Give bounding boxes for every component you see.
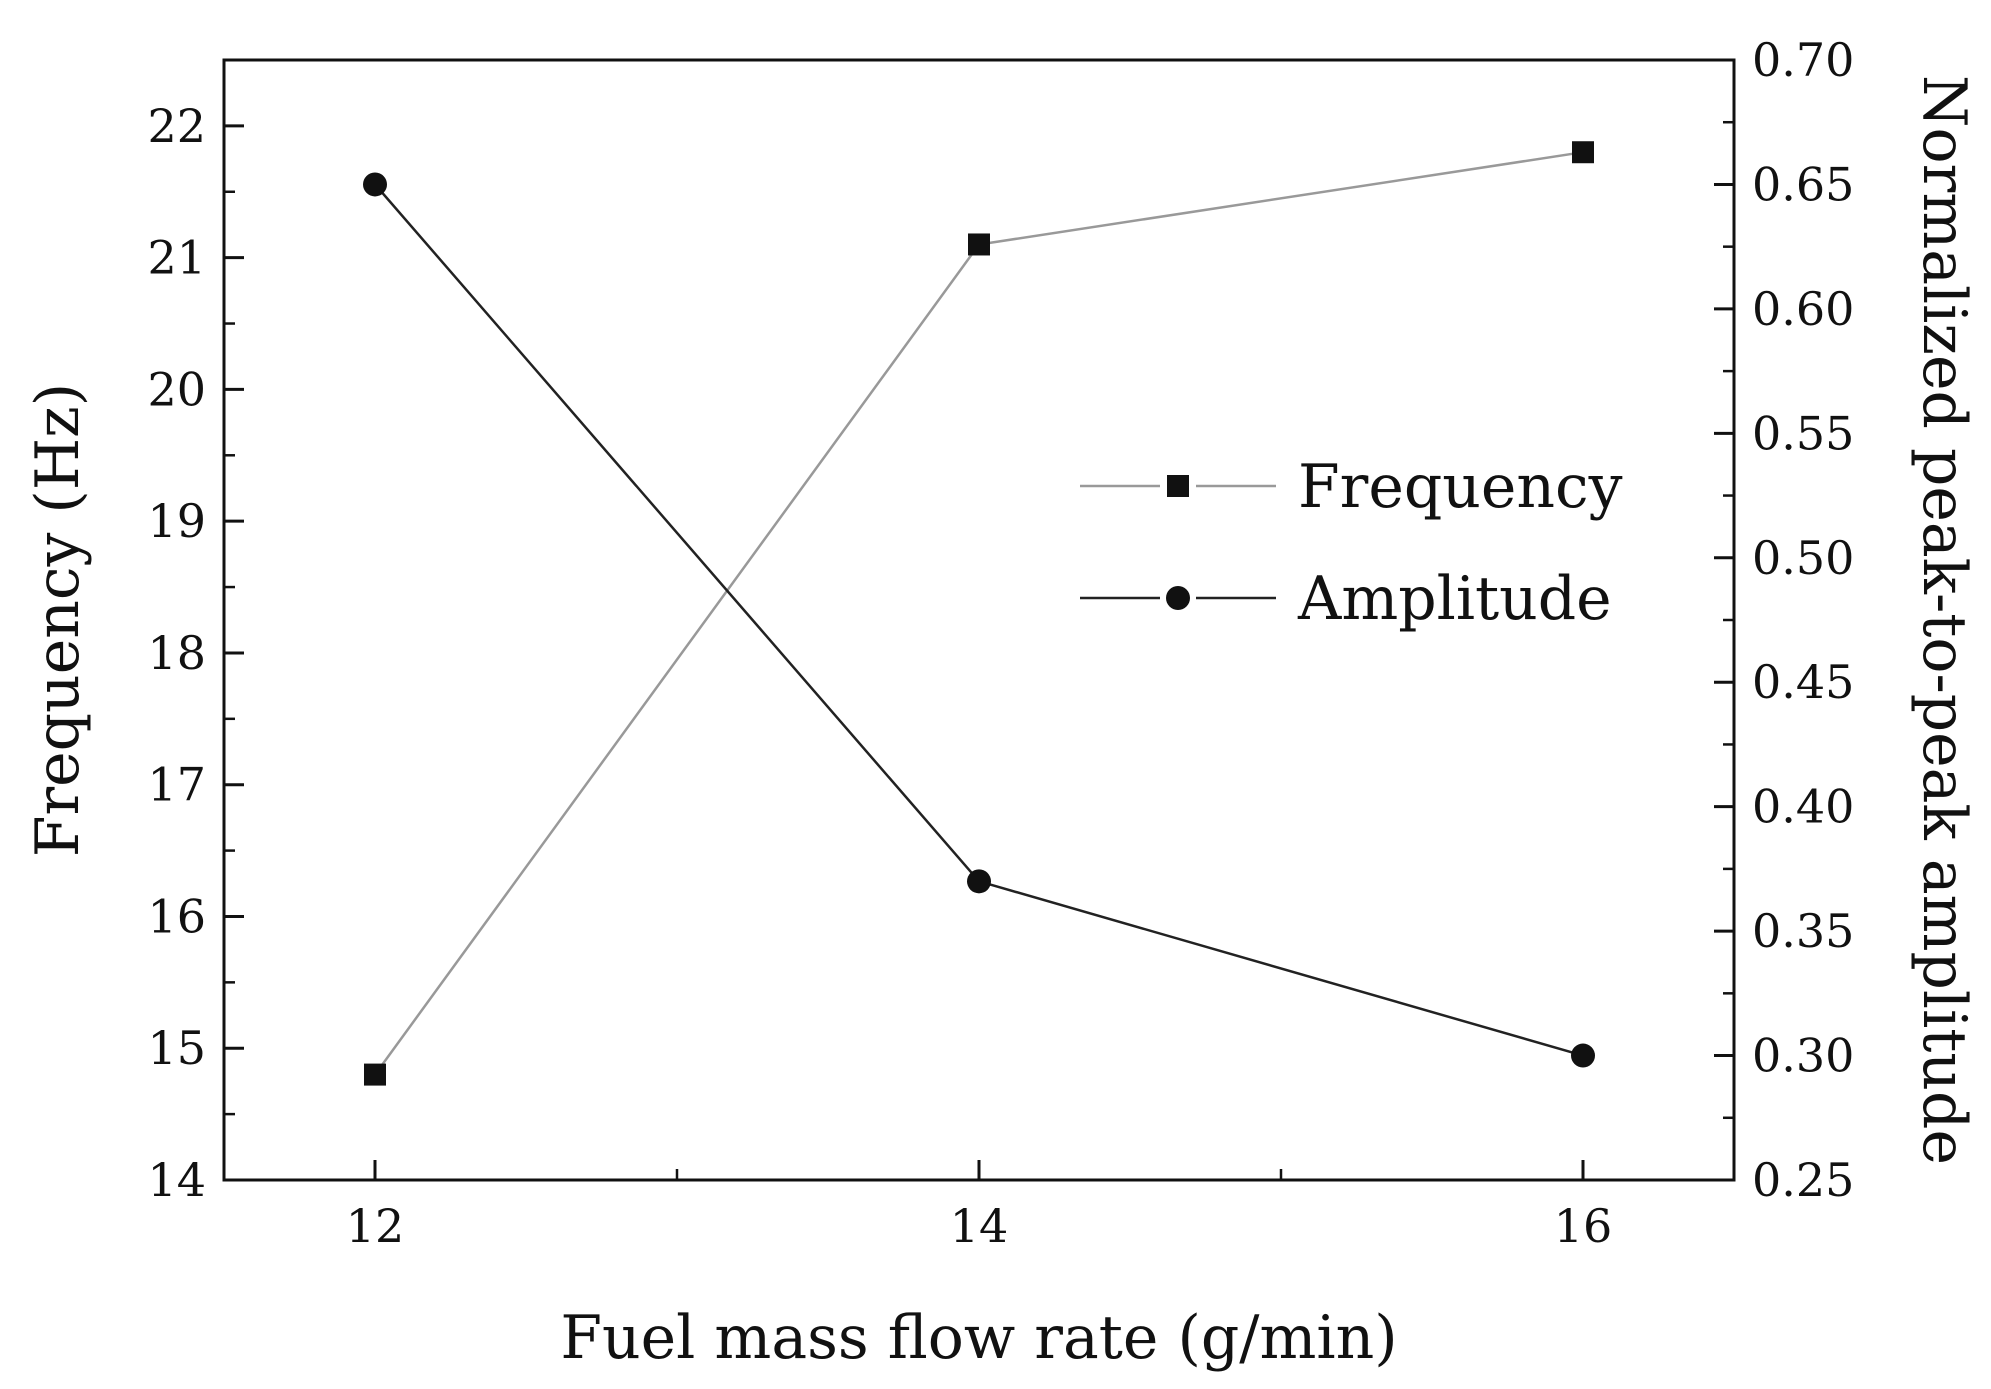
right-axis-tick-label: 0.50 bbox=[1752, 531, 1854, 585]
left-axis-tick-label: 19 bbox=[147, 494, 206, 548]
left-axis-tick-label: 14 bbox=[147, 1153, 206, 1207]
x-axis-tick-label: 14 bbox=[950, 1199, 1009, 1253]
right-axis-tick-label: 0.40 bbox=[1752, 780, 1854, 834]
left-axis-tick-label: 18 bbox=[147, 626, 206, 680]
left-axis-title: Frequency (Hz) bbox=[23, 383, 93, 857]
left-axis-tick-label: 22 bbox=[147, 99, 206, 153]
x-axis-tick-label: 12 bbox=[346, 1199, 405, 1253]
amplitude-data-point bbox=[1571, 1043, 1595, 1068]
right-axis-tick-label: 0.65 bbox=[1752, 157, 1854, 211]
legend-marker-circle-icon bbox=[1166, 586, 1190, 610]
frequency-data-point bbox=[1572, 141, 1594, 164]
left-axis-tick-label: 21 bbox=[147, 231, 206, 285]
right-axis-tick-label: 0.45 bbox=[1752, 655, 1854, 709]
right-axis-tick-label: 0.70 bbox=[1752, 33, 1854, 87]
legend-label-amplitude: Amplitude bbox=[1297, 564, 1612, 634]
amplitude-data-point bbox=[967, 869, 991, 894]
right-axis-tick-label: 0.25 bbox=[1752, 1153, 1854, 1207]
frequency-data-point bbox=[968, 233, 990, 256]
right-axis-tick-label: 0.60 bbox=[1752, 282, 1854, 336]
right-axis-tick-label: 0.55 bbox=[1752, 406, 1854, 460]
left-axis-tick-label: 17 bbox=[147, 758, 206, 812]
legend-label-frequency: Frequency bbox=[1298, 452, 1623, 522]
legend-marker-square-icon bbox=[1167, 475, 1189, 497]
left-axis-tick-label: 16 bbox=[147, 889, 206, 943]
right-axis-title: Normalized peak-to-peak amplitude bbox=[1909, 75, 1979, 1165]
amplitude-data-point bbox=[363, 172, 387, 197]
right-axis-tick-label: 0.30 bbox=[1752, 1029, 1854, 1083]
x-axis-tick-label: 16 bbox=[1554, 1199, 1613, 1253]
left-axis-tick-label: 20 bbox=[147, 362, 206, 416]
frequency-data-point bbox=[364, 1063, 386, 1086]
right-axis-tick-label: 0.35 bbox=[1752, 904, 1854, 958]
x-axis-title: Fuel mass flow rate (g/min) bbox=[560, 1303, 1397, 1373]
left-axis-tick-label: 15 bbox=[147, 1021, 206, 1075]
